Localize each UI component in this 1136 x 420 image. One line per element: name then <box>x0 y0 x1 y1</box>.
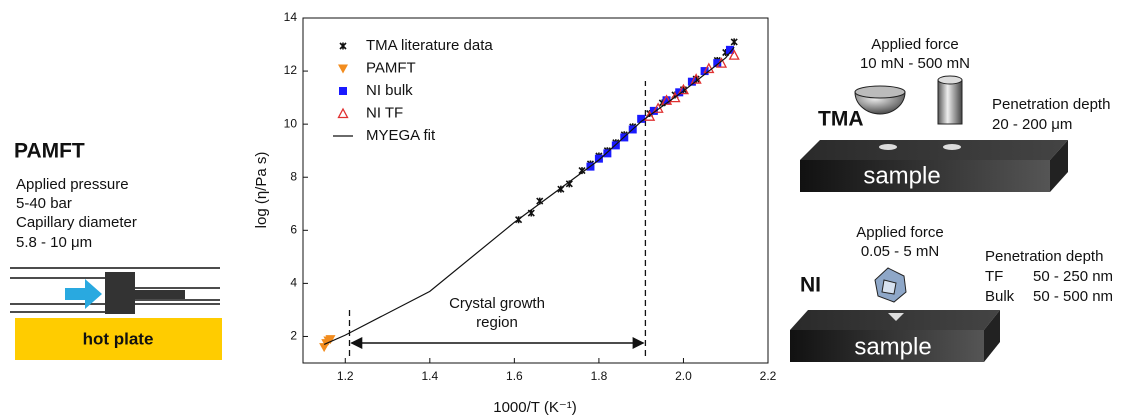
indent <box>888 313 904 321</box>
data-point <box>669 91 681 103</box>
data-point <box>325 335 336 345</box>
depth-row-label: Bulk <box>985 288 1015 305</box>
data-point <box>660 94 673 105</box>
panel-text: Applied pressure <box>16 176 129 193</box>
data-point <box>728 49 740 60</box>
data-point <box>725 45 734 54</box>
pressure-arrow <box>65 279 102 309</box>
depth-row-range: 50 - 250 nm <box>1033 268 1113 285</box>
y-tick-label: 4 <box>290 276 297 290</box>
sample-block <box>800 160 1050 192</box>
panel-text: 5.8 - 10 μm <box>16 234 92 251</box>
sample-side <box>1050 140 1068 192</box>
y-tick-label: 8 <box>290 169 297 183</box>
indent <box>879 144 897 150</box>
x-tick-label: 1.6 <box>506 369 523 383</box>
data-point <box>594 154 603 163</box>
panel-title: PAMFT <box>14 140 85 163</box>
plot-frame <box>302 17 769 364</box>
hemisphere-probe <box>854 85 906 99</box>
panel-text: 5-40 bar <box>16 195 72 212</box>
x-tick-label: 1.4 <box>421 369 438 383</box>
y-tick-label: 2 <box>290 329 297 343</box>
force-range: 10 mN - 500 mN <box>860 55 970 72</box>
x-tick-label: 1.8 <box>591 369 608 383</box>
cylinder-probe <box>937 79 963 125</box>
legend-marker <box>339 87 347 95</box>
legend-label: TMA literature data <box>366 37 493 54</box>
y-tick-label: 12 <box>284 63 298 77</box>
legend-marker <box>338 64 348 74</box>
data-point <box>603 149 612 158</box>
x-tick-label: 2.0 <box>675 369 692 383</box>
data-point <box>730 38 738 46</box>
legend-label: PAMFT <box>366 59 416 76</box>
data-point <box>713 59 722 68</box>
data-point <box>662 96 671 105</box>
annotation: region <box>476 314 518 331</box>
data-point <box>637 114 646 123</box>
x-tick-label: 2.2 <box>760 369 777 383</box>
x-axis-label: 1000/T (K⁻¹) <box>493 399 577 416</box>
legend-label: NI bulk <box>366 82 413 99</box>
cylinder-probe <box>937 75 963 85</box>
legend-label: MYEGA fit <box>366 127 436 144</box>
indentation-panel: Applied force 10 mN - 500 mN TMA Penetra… <box>790 36 1113 362</box>
legend-marker <box>337 107 349 119</box>
y-axis-label: log (η/Pa s) <box>253 152 270 229</box>
depth-title: Penetration depth <box>992 96 1110 113</box>
depth-range: 20 - 200 μm <box>992 116 1072 133</box>
x-tick-label: 1.2 <box>337 369 354 383</box>
sample-side <box>984 310 1000 362</box>
chart: log (η/Pa s) 1000/T (K⁻¹) Crystal growth… <box>253 10 777 416</box>
annotation: Crystal growth <box>449 295 545 312</box>
piston-rod <box>135 290 185 299</box>
force-range: 0.05 - 5 mN <box>861 243 939 260</box>
sample-top <box>800 140 1068 160</box>
depth-row-label: TF <box>985 268 1003 285</box>
pamft-panel: PAMFT Applied pressure 5-40 bar Capillar… <box>10 140 222 360</box>
hot-plate <box>15 318 222 360</box>
piston <box>105 272 135 314</box>
sample-label: sample <box>863 162 940 189</box>
plate-label: hot plate <box>83 329 154 348</box>
y-tick-label: 10 <box>284 116 298 130</box>
panel-text: Capillary diameter <box>16 214 137 231</box>
force-title: Applied force <box>856 224 944 241</box>
fit-line <box>323 46 735 345</box>
data-point <box>644 110 656 121</box>
indent <box>943 144 961 150</box>
sample-block <box>790 330 984 362</box>
method-label: TMA <box>818 108 864 131</box>
data-point <box>703 62 715 74</box>
force-title: Applied force <box>871 36 959 53</box>
legend-marker <box>339 42 347 50</box>
y-tick-label: 14 <box>284 10 298 24</box>
y-tick-label: 6 <box>290 222 297 236</box>
depth-title: Penetration depth <box>985 248 1103 265</box>
sample-label: sample <box>854 333 931 360</box>
indenter-tip <box>881 279 897 295</box>
depth-row-range: 50 - 500 nm <box>1033 288 1113 305</box>
method-label: NI <box>800 274 821 297</box>
legend-label: NI TF <box>366 104 403 121</box>
